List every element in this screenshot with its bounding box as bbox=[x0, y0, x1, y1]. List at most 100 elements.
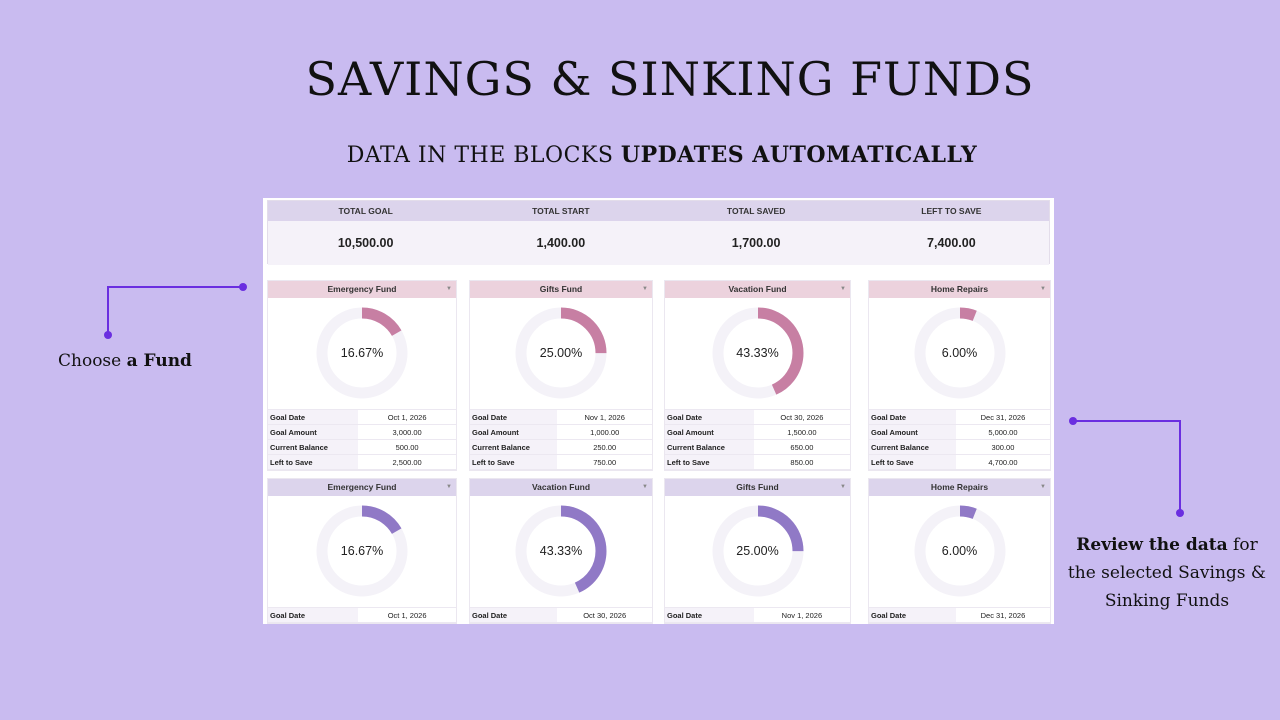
detail-value: 3,000.00 bbox=[392, 428, 422, 437]
detail-value: Oct 30, 2026 bbox=[780, 413, 824, 422]
detail-label: Goal Date bbox=[665, 608, 754, 622]
callout-choose-fund: Choose a Fund bbox=[58, 351, 192, 371]
fund-select[interactable]: Gifts Fund ▼ bbox=[470, 281, 652, 298]
detail-value: 2,500.00 bbox=[392, 458, 422, 467]
detail-value: 650.00 bbox=[790, 443, 814, 452]
detail-label: Goal Date bbox=[470, 608, 558, 622]
fund-card: Home Repairs ▼ 6.00% Goal Date Dec 31, 2026 bbox=[868, 478, 1051, 624]
detail-value: 1,000.00 bbox=[590, 428, 620, 437]
detail-label: Current Balance bbox=[665, 440, 754, 454]
callout-line-left bbox=[104, 283, 247, 339]
summary-value-total-start: 1,400.00 bbox=[536, 236, 586, 250]
fund-select[interactable]: Vacation Fund ▼ bbox=[665, 281, 850, 298]
fund-name: Vacation Fund bbox=[728, 284, 787, 294]
donut-arc bbox=[712, 505, 803, 597]
detail-value: 500.00 bbox=[395, 443, 419, 452]
donut-arc bbox=[914, 505, 1005, 597]
subtitle-plain: DATA IN THE BLOCKS bbox=[346, 143, 621, 168]
percent-saved: 6.00% bbox=[941, 346, 978, 360]
caret-down-icon[interactable]: ▼ bbox=[1040, 286, 1046, 292]
page-title: SAVINGS & SINKING FUNDS bbox=[305, 52, 1035, 106]
caret-down-icon[interactable]: ▼ bbox=[840, 484, 846, 490]
detail-row: Goal Date Oct 1, 2026 bbox=[268, 410, 456, 425]
detail-value: Oct 1, 2026 bbox=[387, 413, 427, 422]
detail-label: Current Balance bbox=[268, 440, 359, 454]
percent-saved: 6.00% bbox=[941, 544, 978, 558]
caret-down-icon[interactable]: ▼ bbox=[446, 484, 452, 490]
detail-value: 1,500.00 bbox=[787, 428, 817, 437]
percent-saved: 43.33% bbox=[539, 544, 583, 558]
donut-arc bbox=[316, 505, 408, 597]
caret-down-icon[interactable]: ▼ bbox=[642, 286, 648, 292]
fund-select[interactable]: Gifts Fund ▼ bbox=[665, 479, 850, 496]
fund-card: Vacation Fund ▼ 43.33% Goal Date Oct 30, 202… bbox=[664, 280, 851, 471]
detail-label: Goal Date bbox=[869, 608, 956, 622]
fund-select[interactable]: Vacation Fund ▼ bbox=[470, 479, 652, 496]
detail-value: Dec 31, 2026 bbox=[980, 413, 1026, 422]
fund-select[interactable]: Home Repairs ▼ bbox=[869, 281, 1050, 298]
donut-arc bbox=[712, 307, 803, 399]
donut-arc bbox=[515, 307, 607, 399]
fund-card: Gifts Fund ▼ 25.00% Goal Date Nov 1, 2026 bbox=[664, 478, 851, 624]
detail-label: Goal Date bbox=[268, 410, 359, 424]
detail-label: Goal Date bbox=[665, 410, 754, 424]
progress-donut: 25.00% bbox=[665, 496, 850, 607]
fund-name: Home Repairs bbox=[930, 482, 989, 492]
fund-card: Emergency Fund ▼ 16.67% Goal Date Oct 1, 202… bbox=[267, 478, 457, 624]
detail-label: Goal Date bbox=[470, 410, 558, 424]
summary-value-left-to-save: 7,400.00 bbox=[927, 236, 976, 250]
detail-row: Current Balance 300.00 bbox=[869, 440, 1050, 455]
detail-row: Current Balance 650.00 bbox=[665, 440, 850, 455]
detail-value: 250.00 bbox=[593, 443, 617, 452]
progress-donut: 16.67% bbox=[268, 298, 456, 409]
detail-row: Goal Date Dec 31, 2026 bbox=[869, 410, 1050, 425]
detail-row: Goal Amount 1,500.00 bbox=[665, 425, 850, 440]
progress-donut: 43.33% bbox=[665, 298, 850, 409]
caret-down-icon[interactable]: ▼ bbox=[1040, 484, 1046, 490]
detail-value: Nov 1, 2026 bbox=[781, 611, 823, 620]
detail-label: Goal Amount bbox=[268, 425, 359, 439]
detail-label: Current Balance bbox=[869, 440, 956, 454]
detail-row: Current Balance 500.00 bbox=[268, 440, 456, 455]
callout-line-right bbox=[1069, 417, 1184, 517]
fund-name: Gifts Fund bbox=[736, 482, 779, 492]
spreadsheet-panel: TOTAL GOAL TOTAL START TOTAL SAVED LEFT … bbox=[263, 198, 1054, 624]
detail-label: Goal Amount bbox=[665, 425, 754, 439]
percent-saved: 43.33% bbox=[736, 346, 779, 360]
detail-value: 4,700.00 bbox=[988, 458, 1018, 467]
caret-down-icon[interactable]: ▼ bbox=[840, 286, 846, 292]
detail-row: Current Balance 250.00 bbox=[470, 440, 652, 455]
page-subtitle: DATA IN THE BLOCKS UPDATES AUTOMATICALLY bbox=[0, 142, 1280, 168]
detail-label: Left to Save bbox=[869, 455, 956, 469]
progress-donut: 6.00% bbox=[869, 496, 1050, 607]
detail-label: Goal Date bbox=[869, 410, 956, 424]
detail-value: Oct 30, 2026 bbox=[583, 611, 627, 620]
detail-row: Goal Date Oct 30, 2026 bbox=[665, 410, 850, 425]
summary-block: TOTAL GOAL TOTAL START TOTAL SAVED LEFT … bbox=[267, 200, 1050, 265]
summary-label-total-saved: TOTAL SAVED bbox=[726, 206, 786, 216]
progress-donut: 16.67% bbox=[268, 496, 456, 607]
progress-donut: 25.00% bbox=[470, 298, 652, 409]
detail-row: Left to Save 750.00 bbox=[470, 455, 652, 470]
detail-value: 300.00 bbox=[991, 443, 1015, 452]
detail-value: Nov 1, 2026 bbox=[584, 413, 625, 422]
percent-saved: 16.67% bbox=[340, 544, 384, 558]
fund-name: Gifts Fund bbox=[539, 284, 583, 294]
detail-label: Left to Save bbox=[665, 455, 754, 469]
detail-value: 850.00 bbox=[790, 458, 814, 467]
caret-down-icon[interactable]: ▼ bbox=[642, 484, 648, 490]
detail-row: Goal Date Nov 1, 2026 bbox=[470, 410, 652, 425]
fund-name: Emergency Fund bbox=[327, 482, 397, 492]
fund-card: Home Repairs ▼ 6.00% Goal Date Dec 31, 2026 G… bbox=[868, 280, 1051, 471]
percent-saved: 25.00% bbox=[539, 346, 583, 360]
detail-row: Goal Amount 1,000.00 bbox=[470, 425, 652, 440]
caret-down-icon[interactable]: ▼ bbox=[446, 286, 452, 292]
fund-select[interactable]: Home Repairs ▼ bbox=[869, 479, 1050, 496]
percent-saved: 25.00% bbox=[736, 544, 779, 558]
detail-row: Goal Amount 3,000.00 bbox=[268, 425, 456, 440]
fund-select[interactable]: Emergency Fund ▼ bbox=[268, 281, 456, 298]
detail-label: Current Balance bbox=[470, 440, 558, 454]
fund-select[interactable]: Emergency Fund ▼ bbox=[268, 479, 456, 496]
fund-name: Vacation Fund bbox=[531, 482, 591, 492]
detail-row: Goal Date Dec 31, 2026 bbox=[869, 608, 1050, 623]
